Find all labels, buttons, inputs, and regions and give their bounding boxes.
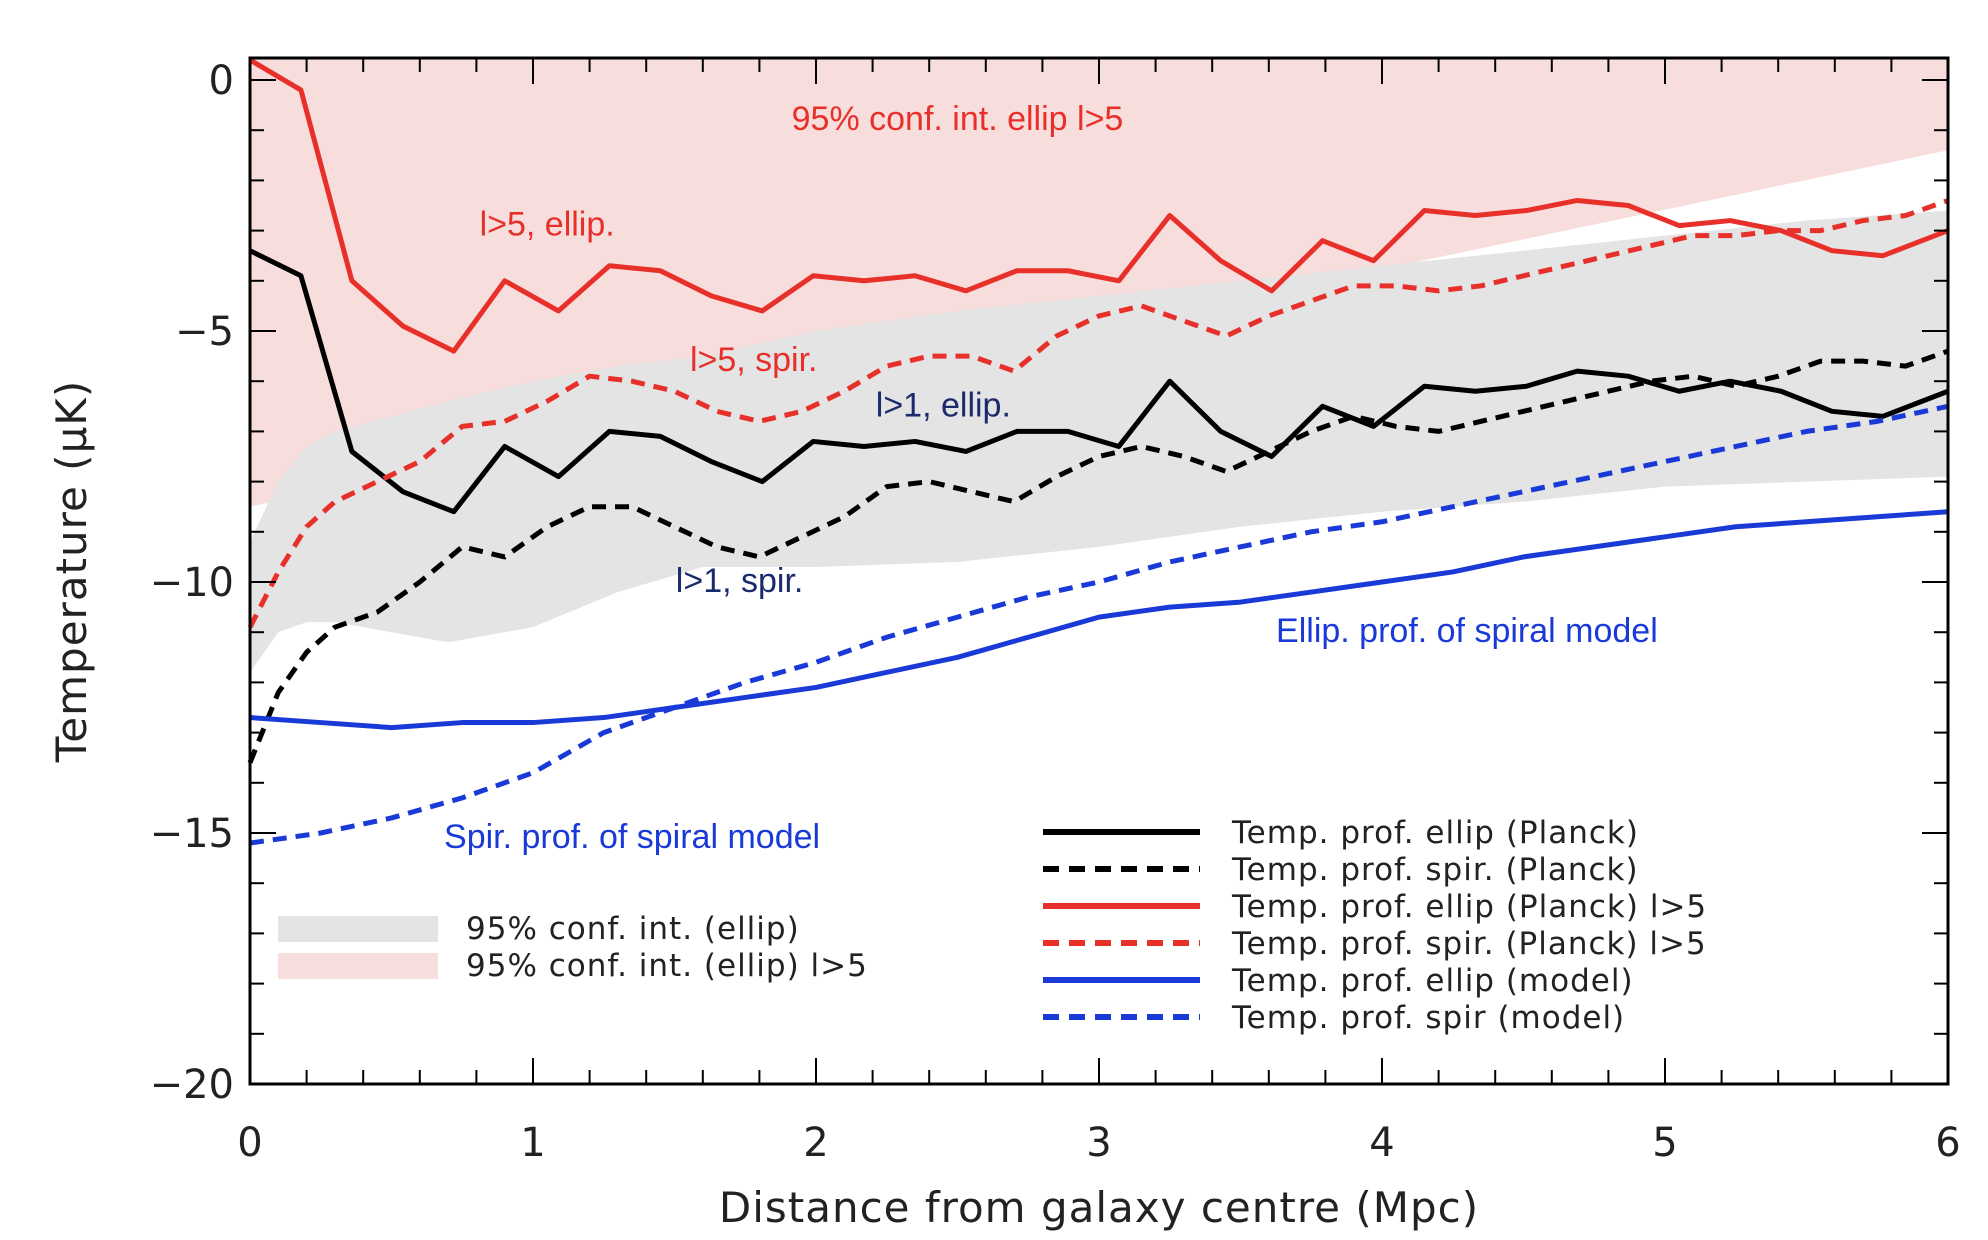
legend-label: Temp. prof. ellip (Planck) l>5 bbox=[1231, 889, 1707, 925]
annotation-l-5-spir: l>5, spir. bbox=[690, 341, 818, 379]
legend-label: Temp. prof. spir (model) bbox=[1231, 1000, 1625, 1036]
axis-ticks: 0 1 2 3 4 5 6 0 −5 −10 −15 −20 bbox=[150, 58, 1961, 1166]
y-tick-label: −10 bbox=[150, 560, 234, 606]
annotation-ellip-prof-of-spiral-model: Ellip. prof. of spiral model bbox=[1276, 612, 1658, 650]
annotations: 95% conf. int. ellip l>5 l>5, ellip. l>5, … bbox=[444, 100, 1658, 856]
legend-band-swatch-95-conf-int-ellip-l-5 bbox=[278, 953, 438, 979]
series-line-temp-prof-spir-planck bbox=[247, 348, 1949, 764]
legend-label: Temp. prof. spir. (Planck) l>5 bbox=[1231, 926, 1707, 962]
legend-label: Temp. prof. ellip (Planck) bbox=[1231, 815, 1639, 851]
legend-band-label: 95% conf. int. (ellip) bbox=[466, 911, 800, 947]
y-tick-label: −15 bbox=[150, 811, 234, 857]
x-tick-label: 6 bbox=[1935, 1120, 1960, 1166]
y-tick-label: 0 bbox=[209, 58, 234, 104]
legend-label: Temp. prof. spir. (Planck) bbox=[1231, 852, 1639, 888]
annotation-l-1-ellip: l>1, ellip. bbox=[876, 386, 1011, 424]
series-line-temp-prof-spir-planck-l-5 bbox=[247, 198, 1949, 629]
series-line-temp-prof-ellip-planck bbox=[248, 248, 1949, 515]
annotation-95-conf-int-ellip-l-5: 95% conf. int. ellip l>5 bbox=[792, 100, 1124, 138]
legend: Temp. prof. ellip (Planck)Temp. prof. sp… bbox=[278, 815, 1707, 1036]
legend-band-label: 95% conf. int. (ellip) l>5 bbox=[466, 948, 868, 984]
x-tick-label: 5 bbox=[1652, 1120, 1677, 1166]
annotation-l-5-ellip: l>5, ellip. bbox=[480, 206, 615, 244]
x-tick-label: 0 bbox=[237, 1120, 262, 1166]
confidence-bands bbox=[250, 58, 1948, 673]
annotation-spir-prof-of-spiral-model: Spir. prof. of spiral model bbox=[444, 818, 820, 856]
y-axis-title: Temperature (μK) bbox=[47, 380, 96, 763]
legend-label: Temp. prof. ellip (model) bbox=[1231, 963, 1634, 999]
legend-band-swatch-95-conf-int-ellip bbox=[278, 916, 438, 942]
y-tick-label: −5 bbox=[175, 309, 234, 355]
x-tick-label: 4 bbox=[1369, 1120, 1394, 1166]
x-tick-label: 1 bbox=[520, 1120, 545, 1166]
y-tick-label: −20 bbox=[150, 1062, 234, 1108]
series-lines bbox=[247, 57, 1949, 846]
x-tick-label: 2 bbox=[803, 1120, 828, 1166]
series-line-temp-prof-ellip-model bbox=[249, 509, 1949, 731]
series-line-temp-prof-ellip-planck-l-5 bbox=[248, 57, 1949, 354]
x-tick-label: 3 bbox=[1086, 1120, 1111, 1166]
annotation-l-1-spir: l>1, spir. bbox=[676, 562, 804, 600]
x-axis-title: Distance from galaxy centre (Mpc) bbox=[719, 1183, 1479, 1232]
